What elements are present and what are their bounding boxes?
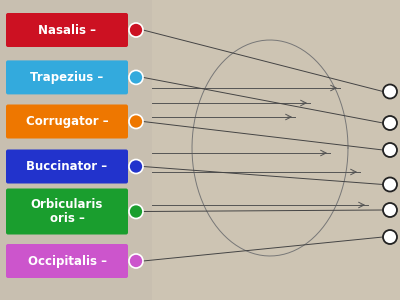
FancyBboxPatch shape (6, 244, 128, 278)
Text: Nasalis –: Nasalis – (38, 23, 96, 37)
FancyBboxPatch shape (6, 60, 128, 94)
Circle shape (383, 85, 397, 98)
Text: Corrugator –: Corrugator – (26, 115, 108, 128)
FancyBboxPatch shape (6, 149, 128, 184)
FancyBboxPatch shape (152, 0, 400, 300)
Text: Occipitalis –: Occipitalis – (28, 254, 106, 268)
Text: Orbicularis
oris –: Orbicularis oris – (31, 198, 103, 225)
Circle shape (129, 205, 143, 218)
FancyBboxPatch shape (6, 188, 128, 235)
Text: Buccinator –: Buccinator – (26, 160, 108, 173)
Circle shape (383, 143, 397, 157)
Circle shape (383, 116, 397, 130)
Circle shape (129, 23, 143, 37)
Circle shape (383, 230, 397, 244)
Text: Trapezius –: Trapezius – (30, 71, 104, 84)
Circle shape (129, 254, 143, 268)
FancyBboxPatch shape (6, 104, 128, 139)
Circle shape (383, 203, 397, 217)
Circle shape (129, 115, 143, 128)
Circle shape (129, 160, 143, 173)
Circle shape (129, 70, 143, 84)
FancyBboxPatch shape (6, 13, 128, 47)
Circle shape (383, 178, 397, 191)
